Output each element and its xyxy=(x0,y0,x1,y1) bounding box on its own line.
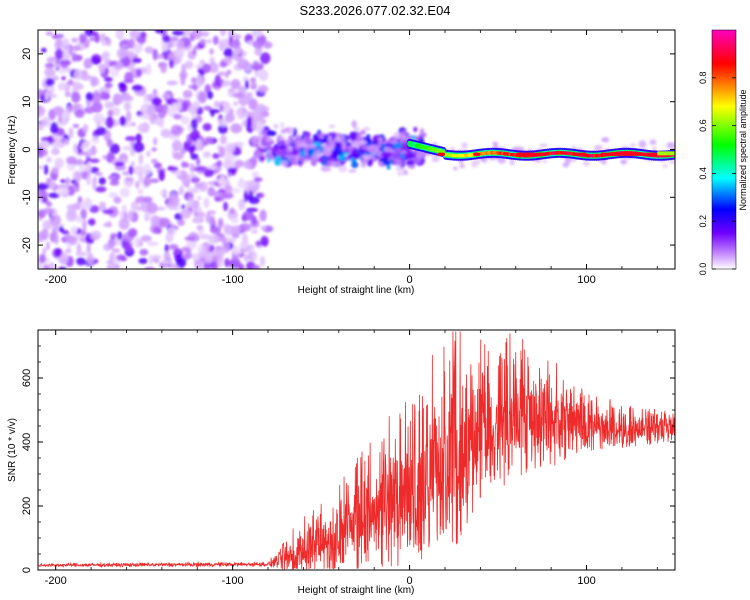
spectrogram-ytick-label: -20 xyxy=(21,237,33,253)
figure-title: S233.2026.077.02.32.E04 xyxy=(299,3,450,18)
snr-ytick-label: 0 xyxy=(21,567,33,573)
snr-xtick-label: 0 xyxy=(407,575,413,587)
snr-panel: -200 -100 0 100 0 200 400 600 Height of straig… xyxy=(7,329,676,596)
snr-frame xyxy=(37,329,676,571)
spectrogram-ytick-label: 20 xyxy=(21,48,33,60)
spectrogram-xtick-label: -200 xyxy=(45,274,67,286)
snr-xtick-label: 100 xyxy=(577,575,595,587)
spectrogram-x-axis: -200 -100 0 100 xyxy=(45,30,658,286)
colorbar-tick-label: 0.0 xyxy=(698,263,708,276)
colorbar-tick-label: 0.4 xyxy=(698,167,708,180)
spectrogram-ytick-label: 10 xyxy=(21,96,33,108)
colorbar-ticks: 0.0 0.2 0.4 0.6 0.8 xyxy=(698,72,736,276)
snr-y-axis: 0 200 400 600 xyxy=(21,329,675,573)
spectrogram-xlabel: Height of straight line (km) xyxy=(298,285,415,296)
spectrogram-xtick-label: 100 xyxy=(577,274,595,286)
colorbar: 0.0 0.2 0.4 0.6 0.8 Normalized spectral ampl… xyxy=(698,29,748,276)
snr-ylabel: SNR (10 * v/v) xyxy=(7,418,18,482)
spectrogram-image xyxy=(38,30,675,269)
spectrogram-ytick-label: -10 xyxy=(21,189,33,205)
spectrogram-xtick-label: 0 xyxy=(407,274,413,286)
colorbar-tick-label: 0.6 xyxy=(698,119,708,132)
snr-xlabel: Height of straight line (km) xyxy=(298,585,415,596)
spectrogram-y-axis: -20 -10 0 10 20 xyxy=(21,48,675,253)
spectrogram-xtick-label: -100 xyxy=(222,274,244,286)
colorbar-tick-label: 0.8 xyxy=(698,72,708,85)
colorbar-label: Normalized spectral amplitude xyxy=(738,89,748,210)
colorbar-frame xyxy=(711,29,737,270)
snr-series-line xyxy=(38,331,675,570)
snr-ytick-label: 400 xyxy=(21,433,33,451)
spectrogram-ylabel: Frequency (Hz) xyxy=(7,116,18,185)
snr-ytick-label: 600 xyxy=(21,369,33,387)
snr-xtick-label: -100 xyxy=(222,575,244,587)
colorbar-gradient xyxy=(712,30,736,269)
snr-x-axis: -200 -100 0 100 xyxy=(45,330,658,587)
snr-xtick-label: -200 xyxy=(45,575,67,587)
colorbar-tick-label: 0.2 xyxy=(698,215,708,228)
snr-ytick-label: 200 xyxy=(21,497,33,515)
spectrogram-ytick-label: 0 xyxy=(21,146,33,152)
